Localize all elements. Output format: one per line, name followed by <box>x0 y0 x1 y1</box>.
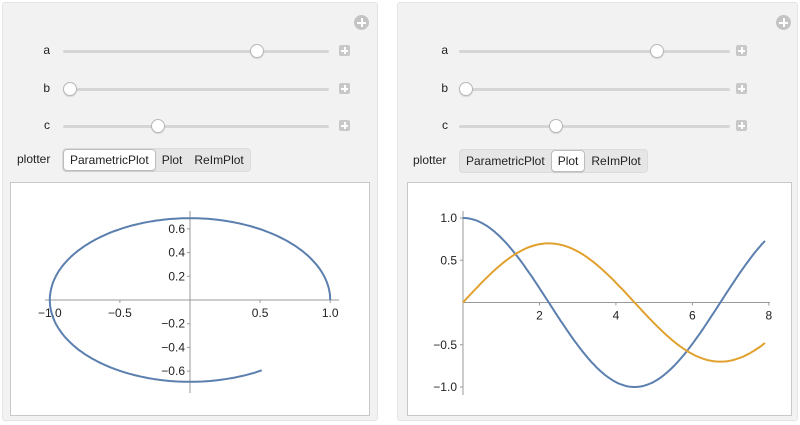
x-tick-label: 4 <box>613 309 620 323</box>
slider-thumb[interactable] <box>63 82 77 96</box>
slider-a: a <box>38 41 358 61</box>
expand-slider-icon[interactable] <box>736 120 747 131</box>
expand-slider-icon[interactable] <box>736 83 747 94</box>
plotter-option-reimplot[interactable]: ReImPlot <box>591 154 641 168</box>
slider-a: a <box>436 41 776 61</box>
slider-track[interactable] <box>63 50 329 53</box>
plotter-control: plotter ParametricPlot Plot ReImPlot <box>413 149 783 173</box>
cosine-curve <box>463 217 766 388</box>
y-tick-label: −0.4 <box>161 340 185 354</box>
slider-label: b <box>43 81 50 95</box>
slider-track[interactable] <box>63 125 329 128</box>
y-tick-label: 0.5 <box>440 253 457 267</box>
slider-thumb[interactable] <box>459 82 473 96</box>
x-tick-label: 6 <box>689 309 696 323</box>
plot-area: −1.0 −0.5 0.5 1.0 0.6 0.4 0.2 −0.2 −0.4 −0.6 <box>10 182 370 416</box>
function-plot: 2 4 6 8 1.0 0.5 −0.5 −1.0 <box>433 211 772 395</box>
x-tick-label: 8 <box>765 309 772 323</box>
plotter-option-parametricplot[interactable]: ParametricPlot <box>466 154 545 168</box>
plotter-label: plotter <box>413 153 447 167</box>
plotter-control: plotter ParametricPlot Plot ReImPlot <box>17 148 367 172</box>
x-tick-label: 0.5 <box>252 306 269 320</box>
x-tick-label: 1.0 <box>322 306 339 320</box>
x-tick-label: 2 <box>536 309 543 323</box>
slider-thumb[interactable] <box>548 119 563 133</box>
plot-area: 2 4 6 8 1.0 0.5 −0.5 −1.0 <box>407 182 792 416</box>
manipulate-panel-left: a b c plotter ParametricPlot Plot ReImPl… <box>2 2 378 421</box>
slider-label: a <box>43 43 50 57</box>
y-tick-label: −0.2 <box>161 317 185 331</box>
plotter-option-reimplot[interactable]: ReImPlot <box>194 153 244 167</box>
manipulate-panel-right: a b c plotter ParametricPlot Plot ReImPl… <box>397 2 798 421</box>
slider-label: c <box>442 118 448 132</box>
slider-label: a <box>441 43 448 57</box>
expand-slider-icon[interactable] <box>339 45 350 56</box>
x-tick-label: −0.5 <box>108 306 132 320</box>
x-tick-label: −1.0 <box>38 306 62 320</box>
sine-curve <box>462 242 766 363</box>
add-control-icon[interactable] <box>354 15 369 30</box>
slider-track[interactable] <box>459 88 730 91</box>
y-tick-label: 1.0 <box>440 211 457 225</box>
slider-b: b <box>38 79 358 99</box>
slider-thumb[interactable] <box>151 119 166 133</box>
plotter-option-plot[interactable]: Plot <box>161 153 183 167</box>
slider-track[interactable] <box>459 125 730 128</box>
slider-track[interactable] <box>459 50 730 53</box>
parametric-curve <box>48 217 332 383</box>
parametric-plot: −1.0 −0.5 0.5 1.0 0.6 0.4 0.2 −0.2 −0.4 −0.6 <box>38 211 339 393</box>
plotter-setter-bar: ParametricPlot Plot ReImPlot <box>62 148 251 172</box>
slider-c: c <box>38 116 358 136</box>
expand-slider-icon[interactable] <box>339 83 350 94</box>
slider-track[interactable] <box>63 88 329 91</box>
plotter-option-plot[interactable]: Plot <box>550 150 586 172</box>
slider-label: b <box>441 81 448 95</box>
y-tick-label: 0.2 <box>168 269 185 283</box>
slider-c: c <box>436 116 776 136</box>
slider-label: c <box>44 118 50 132</box>
plotter-option-parametricplot[interactable]: ParametricPlot <box>63 149 156 171</box>
slider-thumb[interactable] <box>649 44 664 58</box>
plotter-setter-bar: ParametricPlot Plot ReImPlot <box>459 149 648 173</box>
y-tick-label: −0.5 <box>433 338 457 352</box>
slider-b: b <box>436 79 776 99</box>
y-tick-label: −1.0 <box>433 380 457 394</box>
plotter-label: plotter <box>17 152 51 166</box>
y-tick-label: 0.4 <box>168 246 185 260</box>
expand-slider-icon[interactable] <box>339 120 350 131</box>
add-control-icon[interactable] <box>776 15 791 30</box>
expand-slider-icon[interactable] <box>736 45 747 56</box>
slider-thumb[interactable] <box>250 44 265 58</box>
y-tick-label: −0.6 <box>161 364 185 378</box>
y-tick-label: 0.6 <box>168 222 185 236</box>
